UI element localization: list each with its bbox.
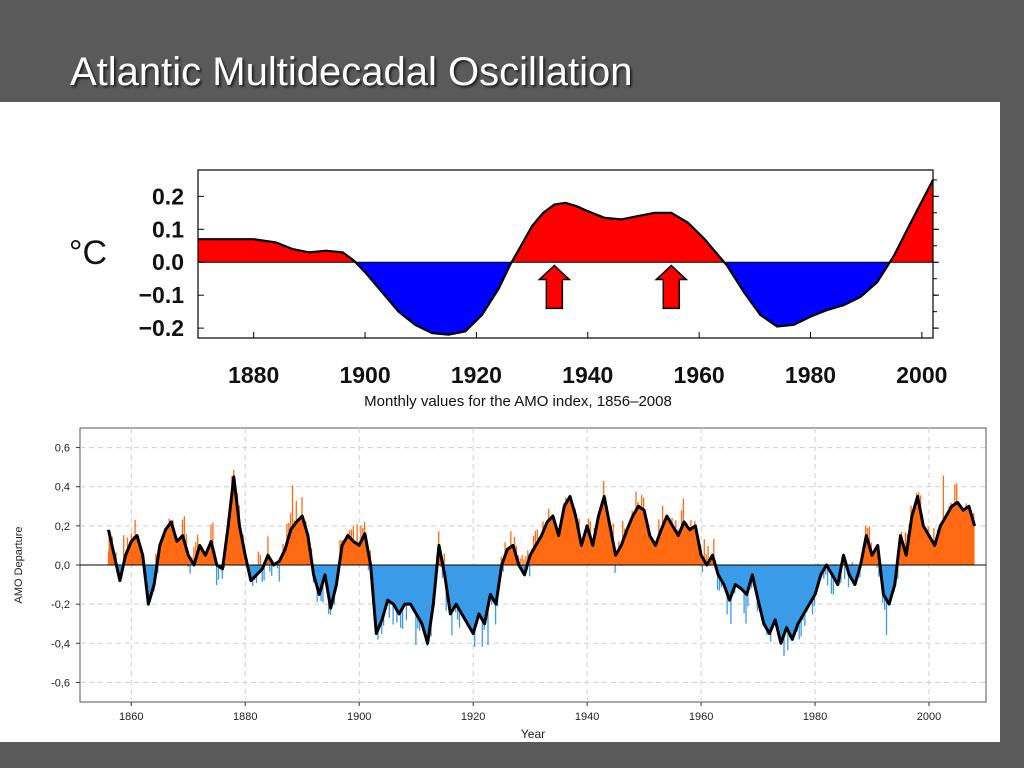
- x-tick-label: 1900: [339, 362, 390, 388]
- x-tick-label: 1860: [119, 711, 143, 723]
- x-tick-label: 1980: [803, 711, 827, 723]
- slide-footer-bar: [0, 744, 1024, 768]
- x-tick-label: 1920: [451, 362, 502, 388]
- chart-caption: Monthly values for the AMO index, 1856–2…: [364, 393, 672, 410]
- x-tick-label: 1960: [674, 362, 725, 388]
- x-tick-label: 2000: [896, 362, 947, 388]
- y-tick-label: 0.2: [152, 183, 184, 209]
- y-tick-label: 0.0: [152, 249, 184, 275]
- amo-monthly-chart: 0,6 0,4 0,2 0,0 -0,2 -0,4 -0,6 1860 1880 1900 1920…: [13, 427, 987, 741]
- x-tick-label: 1920: [461, 711, 485, 723]
- smoothed-line: [107, 475, 977, 645]
- x-tick-label: 1880: [228, 362, 279, 388]
- y-axis-label: AMO Departure: [13, 526, 25, 603]
- x-tick-label: 1900: [347, 711, 371, 723]
- positive-area: [198, 179, 933, 263]
- y-tick-label: -0,4: [51, 638, 70, 650]
- y-tick-label: 0.1: [152, 216, 184, 242]
- y-tick-label: −0.2: [139, 315, 184, 341]
- x-tick-label: 1940: [562, 362, 613, 388]
- slide-content: 0.2 0.1 0.0 −0.1 −0.2 1880 1900 1920 1940 1960 198…: [0, 102, 1000, 742]
- x-tick-label: 1960: [689, 711, 713, 723]
- negative-fill: [108, 565, 975, 644]
- y-axis-label: °C: [69, 234, 107, 272]
- y-tick-label: 0,2: [55, 521, 70, 533]
- x-axis-label: Year: [521, 727, 545, 741]
- y-tick-label: -0,2: [51, 599, 70, 611]
- y-tick-label: 0,6: [55, 443, 70, 455]
- negative-area: [355, 262, 890, 335]
- y-tick-label: 0,4: [55, 482, 70, 494]
- x-tick-label: 1880: [233, 711, 257, 723]
- slide-title: Atlantic Multidecadal Oscillation: [70, 50, 633, 94]
- up-arrow: [537, 264, 572, 310]
- y-tick-label: −0.1: [139, 282, 185, 308]
- up-arrow: [654, 264, 689, 310]
- x-tick-label: 2000: [917, 711, 941, 723]
- x-tick-label: 1940: [575, 711, 599, 723]
- smoothed-line: [198, 179, 934, 336]
- amo-smoothed-chart: 0.2 0.1 0.0 −0.1 −0.2 1880 1900 1920 1940 1960 198…: [69, 169, 947, 410]
- x-tick-label: 1980: [785, 362, 836, 388]
- y-tick-label: -0,6: [51, 677, 70, 689]
- positive-fill: [108, 476, 975, 565]
- plot-frame: [197, 169, 934, 339]
- y-tick-label: 0,0: [55, 560, 70, 572]
